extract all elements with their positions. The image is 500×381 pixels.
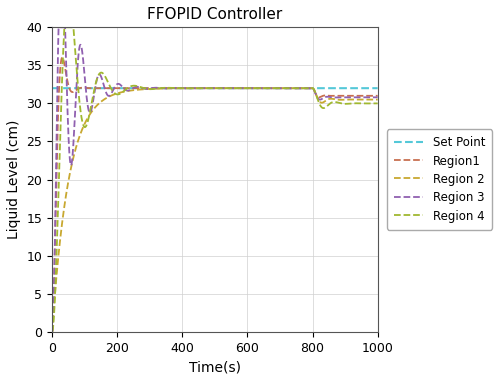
Region 2 [310, 86, 316, 90]
Region 3 [374, 95, 380, 99]
Region 4 [50, 320, 56, 324]
Region 2 [49, 330, 55, 334]
Line: Region 3: Region 3 [52, 27, 378, 332]
Region 4 [62, 25, 68, 30]
Region 2 [62, 196, 68, 200]
Region1 [358, 93, 364, 98]
Set Point [113, 86, 119, 90]
Line: Region1: Region1 [52, 58, 378, 332]
Line: Region 4: Region 4 [52, 27, 378, 332]
Region 3 [113, 83, 119, 88]
Set Point [50, 86, 56, 90]
Region 3 [56, 25, 62, 30]
Region1 [49, 330, 55, 334]
Region 3 [49, 330, 55, 334]
Region 2 [68, 163, 74, 168]
X-axis label: Time(s): Time(s) [189, 360, 241, 374]
Region1 [68, 90, 74, 94]
Region1 [113, 86, 119, 90]
Region1 [62, 69, 68, 74]
Region 2 [50, 309, 56, 314]
Set Point [358, 86, 364, 90]
Region 2 [358, 97, 364, 102]
Region1 [60, 55, 66, 60]
Region 2 [208, 86, 214, 90]
Region 4 [68, 25, 74, 30]
Region1 [374, 93, 380, 98]
Region 3 [358, 95, 364, 99]
Line: Region 2: Region 2 [52, 88, 378, 332]
Region1 [208, 86, 214, 90]
Set Point [208, 86, 214, 90]
Region 4 [358, 101, 364, 106]
Region 4 [208, 86, 214, 90]
Legend: Set Point, Region1, Region 2, Region 3, Region 4: Set Point, Region1, Region 2, Region 3, … [387, 129, 492, 230]
Region 3 [50, 302, 56, 306]
Title: FFOPID Controller: FFOPID Controller [148, 7, 282, 22]
Region1 [50, 301, 56, 305]
Region 4 [62, 25, 68, 30]
Region 3 [208, 86, 214, 90]
Region 2 [113, 91, 119, 96]
Set Point [62, 86, 68, 90]
Region 3 [62, 43, 68, 48]
Set Point [49, 86, 55, 90]
Region 4 [113, 92, 119, 96]
Region 4 [374, 101, 380, 106]
Region 3 [68, 162, 74, 166]
Region 2 [374, 97, 380, 102]
Set Point [68, 86, 74, 90]
Region 4 [49, 330, 55, 334]
Y-axis label: Liquid Level (cm): Liquid Level (cm) [7, 120, 21, 239]
Set Point [374, 86, 380, 90]
